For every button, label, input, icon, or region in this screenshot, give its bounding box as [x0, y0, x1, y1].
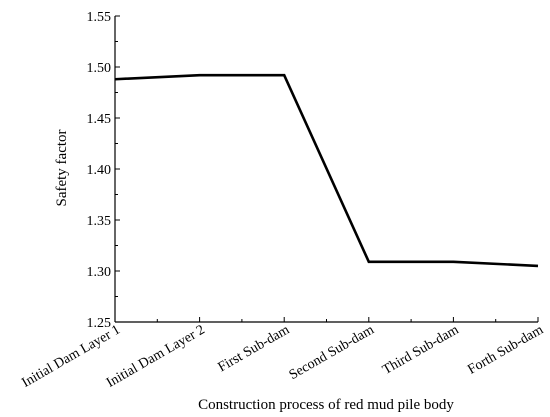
series-line: [114, 73, 539, 268]
x-tick-label: First Sub-dam: [216, 322, 293, 375]
y-axis-label: Safety factor: [54, 129, 70, 206]
x-axis-label: Construction process of red mud pile bod…: [198, 397, 454, 413]
y-tick-label: 1.35: [87, 214, 112, 229]
y-tick-label: 1.55: [87, 10, 112, 25]
tick-marks: [114, 15, 539, 323]
x-tick-label: Second Sub-dam: [287, 322, 377, 383]
y-tick-label: 1.45: [87, 112, 112, 127]
y-tick-label: 1.25: [87, 316, 112, 331]
series-layer: [114, 73, 539, 268]
x-tick-label: Third Sub-dam: [380, 322, 461, 378]
labels: Safety factor Construction process of re…: [20, 10, 547, 413]
x-tick-label: Forth Sub-dam: [465, 322, 546, 377]
y-tick-label: 1.30: [87, 265, 112, 280]
y-tick-label: 1.50: [87, 61, 112, 76]
y-tick-label: 1.40: [87, 163, 112, 178]
